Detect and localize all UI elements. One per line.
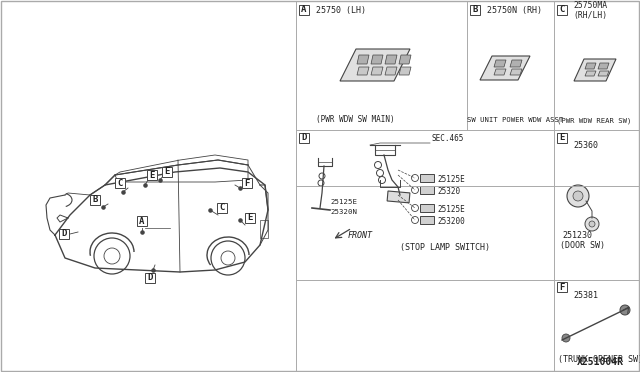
Circle shape xyxy=(567,185,589,207)
Text: (TRUNK OPENER SW): (TRUNK OPENER SW) xyxy=(558,355,640,364)
Text: 25125E: 25125E xyxy=(330,199,357,205)
Polygon shape xyxy=(510,60,522,67)
Polygon shape xyxy=(371,55,383,64)
Bar xyxy=(420,204,434,212)
Text: C: C xyxy=(220,203,225,212)
Text: E: E xyxy=(559,134,564,142)
Bar xyxy=(299,5,309,15)
Polygon shape xyxy=(574,59,616,81)
Bar xyxy=(242,178,252,188)
Text: F: F xyxy=(559,282,564,292)
Text: 251230: 251230 xyxy=(562,231,592,240)
Bar xyxy=(137,216,147,226)
Circle shape xyxy=(94,238,130,274)
Bar xyxy=(217,203,227,213)
Polygon shape xyxy=(385,55,397,64)
Polygon shape xyxy=(399,55,411,64)
Polygon shape xyxy=(598,63,609,69)
Text: D: D xyxy=(147,273,153,282)
Bar xyxy=(147,170,157,180)
Bar xyxy=(145,273,155,283)
Circle shape xyxy=(585,217,599,231)
Polygon shape xyxy=(371,67,383,75)
Circle shape xyxy=(412,205,419,212)
Text: E: E xyxy=(149,170,155,180)
Bar xyxy=(59,229,69,239)
Circle shape xyxy=(104,248,120,264)
Text: 25750N (RH): 25750N (RH) xyxy=(487,6,542,15)
Circle shape xyxy=(378,176,385,183)
Polygon shape xyxy=(494,60,506,67)
Text: 25750 (LH): 25750 (LH) xyxy=(316,6,366,15)
Circle shape xyxy=(376,170,383,176)
Polygon shape xyxy=(399,67,411,75)
Text: 25381: 25381 xyxy=(573,291,598,300)
Polygon shape xyxy=(357,55,369,64)
Bar xyxy=(470,5,480,15)
Polygon shape xyxy=(585,71,596,76)
Text: FRONT: FRONT xyxy=(348,231,373,240)
Text: (DOOR SW): (DOOR SW) xyxy=(560,241,605,250)
Circle shape xyxy=(412,186,419,193)
Circle shape xyxy=(620,305,630,315)
Bar xyxy=(245,213,255,223)
Bar xyxy=(299,133,309,143)
Circle shape xyxy=(319,173,325,179)
Polygon shape xyxy=(494,69,506,75)
Bar xyxy=(260,220,268,238)
Bar xyxy=(420,174,434,182)
Circle shape xyxy=(221,251,235,265)
Text: 25320N: 25320N xyxy=(330,209,357,215)
Text: 25750MA: 25750MA xyxy=(573,1,607,10)
Text: X251004R: X251004R xyxy=(577,357,623,367)
Circle shape xyxy=(412,217,419,224)
Polygon shape xyxy=(385,67,397,75)
Text: (STOP LAMP SWITCH): (STOP LAMP SWITCH) xyxy=(400,243,490,252)
Text: 253200: 253200 xyxy=(437,217,465,225)
Bar xyxy=(162,167,172,177)
Text: C: C xyxy=(559,6,564,15)
Bar xyxy=(557,282,567,292)
Circle shape xyxy=(589,221,595,227)
Text: A: A xyxy=(301,6,307,15)
Text: B: B xyxy=(92,196,98,205)
Bar xyxy=(420,186,434,194)
Text: A: A xyxy=(140,217,145,225)
Bar xyxy=(90,195,100,205)
Text: SW UNIT POWER WDW ASST: SW UNIT POWER WDW ASST xyxy=(467,117,563,123)
Text: (PWR WDW REAR SW): (PWR WDW REAR SW) xyxy=(557,117,632,124)
Circle shape xyxy=(211,241,245,275)
Bar xyxy=(557,5,567,15)
Polygon shape xyxy=(357,67,369,75)
Text: (RH/LH): (RH/LH) xyxy=(573,11,607,20)
Circle shape xyxy=(573,191,583,201)
Circle shape xyxy=(562,334,570,342)
Polygon shape xyxy=(585,63,596,69)
Bar xyxy=(115,178,125,188)
Bar xyxy=(387,191,410,203)
Text: (PWR WDW SW MAIN): (PWR WDW SW MAIN) xyxy=(316,115,395,124)
Polygon shape xyxy=(510,69,522,75)
Text: 25320: 25320 xyxy=(437,186,460,196)
Polygon shape xyxy=(598,71,609,76)
Text: D: D xyxy=(301,134,307,142)
Circle shape xyxy=(318,180,324,186)
Text: E: E xyxy=(164,167,170,176)
Text: E: E xyxy=(247,214,253,222)
Text: SEC.465: SEC.465 xyxy=(432,134,465,143)
Polygon shape xyxy=(480,56,530,80)
Text: 25125E: 25125E xyxy=(437,174,465,183)
Text: B: B xyxy=(472,6,477,15)
Text: 25360: 25360 xyxy=(573,141,598,150)
Circle shape xyxy=(374,161,381,169)
Polygon shape xyxy=(340,49,410,81)
Text: D: D xyxy=(61,230,67,238)
Text: F: F xyxy=(244,179,250,187)
Circle shape xyxy=(412,174,419,182)
Text: 25125E: 25125E xyxy=(437,205,465,214)
Text: C: C xyxy=(117,179,123,187)
Bar xyxy=(420,216,434,224)
Bar xyxy=(557,133,567,143)
